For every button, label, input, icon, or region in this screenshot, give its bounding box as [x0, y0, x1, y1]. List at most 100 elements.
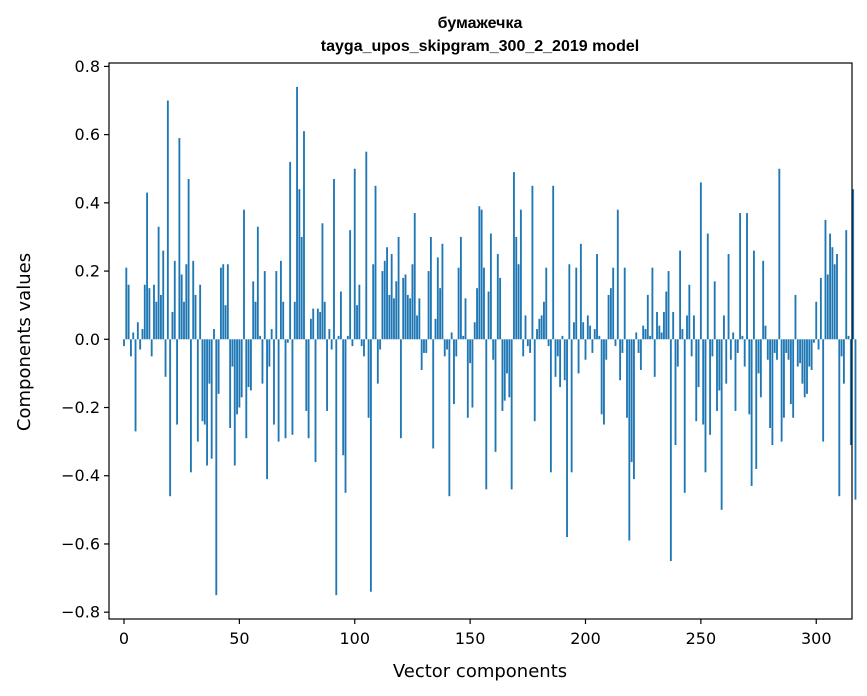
bar-256: [713, 281, 716, 340]
bar-1: [125, 267, 128, 340]
bar-17: [162, 250, 165, 340]
bar-151: [471, 339, 474, 408]
bar-106: [367, 339, 370, 418]
bar-235: [665, 291, 668, 340]
bar-207: [600, 339, 603, 415]
bar-185: [549, 339, 552, 473]
bar-104: [363, 339, 365, 357]
bar-60: [261, 339, 264, 384]
bar-40: [215, 339, 218, 596]
bar-208: [603, 339, 605, 425]
bar-163: [499, 277, 502, 340]
y-axis: −0.8 −0.6 −0.4 −0.2 0.0 0.2 0.4 0.6 0.8: [61, 57, 109, 622]
bar-236: [667, 271, 670, 340]
bar-92: [335, 339, 338, 596]
bar-108: [372, 264, 375, 340]
bar-239: [674, 339, 677, 446]
bar-103: [360, 339, 363, 347]
bar-46: [229, 339, 232, 428]
bar-84: [316, 308, 319, 340]
bar-53: [245, 339, 248, 439]
bar-24: [178, 138, 181, 340]
bar-287: [785, 339, 788, 353]
bar-133: [429, 236, 432, 340]
bar-285: [780, 339, 783, 442]
bar-9: [143, 284, 146, 340]
bar-125: [411, 264, 414, 340]
bar-198: [579, 243, 582, 340]
bar-72: [289, 161, 292, 340]
bar-197: [577, 339, 580, 374]
bar-263: [729, 339, 732, 360]
bar-26: [183, 301, 185, 340]
bar-216: [621, 339, 624, 353]
bar-306: [829, 233, 832, 340]
y-axis-label: Components values: [14, 253, 35, 431]
bar-253: [706, 233, 709, 340]
bar-5: [134, 339, 137, 432]
y-tick-label: −0.4: [61, 466, 100, 485]
bar-87: [323, 301, 326, 340]
x-tick-label: 200: [570, 629, 601, 648]
bar-4: [132, 332, 135, 340]
bar-233: [660, 332, 663, 340]
bar-282: [773, 339, 776, 353]
bar-312: [843, 339, 845, 384]
bar-16: [159, 294, 162, 340]
bar-82: [312, 308, 315, 340]
bar-269: [743, 339, 746, 367]
bar-73: [291, 339, 294, 435]
bar-23: [176, 339, 178, 425]
bar-268: [741, 335, 744, 340]
bar-267: [739, 213, 742, 340]
bar-111: [379, 339, 382, 350]
bar-281: [771, 339, 774, 446]
bar-193: [568, 264, 571, 340]
bar-51: [240, 339, 243, 398]
bar-274: [755, 339, 758, 469]
bar-192: [566, 339, 568, 538]
bar-317: [854, 339, 857, 500]
y-tick-label: 0.4: [75, 193, 100, 212]
bar-279: [766, 339, 769, 360]
bar-255: [711, 339, 714, 357]
bar-159: [489, 233, 492, 340]
bar-280: [769, 339, 772, 428]
bar-166: [506, 339, 508, 374]
bar-201: [586, 315, 589, 340]
bar-28: [187, 178, 190, 340]
bar-290: [792, 339, 795, 418]
bar-275: [757, 339, 760, 374]
bar-245: [688, 284, 691, 340]
bar-213: [614, 339, 617, 347]
bar-272: [750, 339, 753, 486]
bar-249: [697, 339, 700, 388]
bar-261: [725, 339, 728, 384]
bar-58: [256, 226, 259, 340]
bar-259: [720, 339, 723, 510]
bar-157: [485, 339, 488, 490]
plot-frame: [108, 62, 853, 620]
bar-313: [845, 230, 848, 340]
bar-310: [838, 339, 841, 497]
bar-148: [464, 298, 467, 340]
bar-219: [628, 339, 631, 541]
bar-35: [203, 339, 206, 425]
bar-33: [199, 284, 202, 340]
bar-173: [522, 339, 525, 357]
bar-37: [208, 339, 211, 384]
bar-175: [526, 339, 529, 347]
bar-229: [651, 267, 654, 340]
bar-247: [693, 315, 695, 340]
bar-79: [305, 339, 308, 411]
bar-96: [344, 339, 347, 493]
bar-284: [778, 168, 781, 340]
bar-289: [789, 339, 792, 405]
bar-164: [501, 339, 504, 411]
bar-220: [630, 339, 633, 463]
bar-6: [136, 322, 139, 340]
bar-66: [275, 271, 278, 340]
bar-209: [605, 339, 608, 360]
bar-288: [787, 339, 790, 360]
bar-78: [303, 131, 305, 340]
